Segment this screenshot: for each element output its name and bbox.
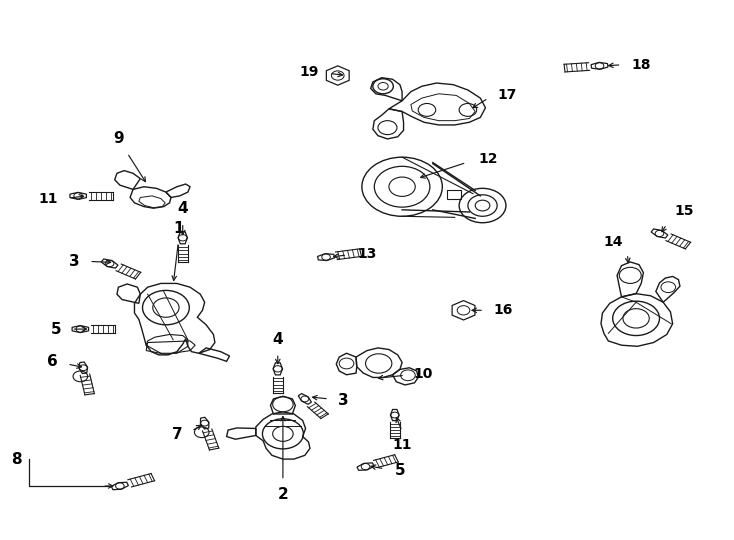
Text: 2: 2 — [277, 487, 288, 502]
Text: 3: 3 — [338, 393, 349, 408]
Text: 18: 18 — [632, 58, 651, 72]
Text: 5: 5 — [395, 463, 405, 478]
Text: 3: 3 — [69, 254, 79, 269]
Text: 14: 14 — [603, 234, 623, 248]
Text: 7: 7 — [172, 428, 183, 442]
Text: 10: 10 — [414, 367, 433, 381]
Text: 4: 4 — [272, 332, 283, 347]
Text: 13: 13 — [357, 247, 377, 261]
Text: 19: 19 — [299, 65, 319, 79]
Text: 4: 4 — [178, 201, 188, 217]
Text: 11: 11 — [393, 437, 412, 451]
Text: 8: 8 — [11, 451, 22, 467]
Text: 11: 11 — [39, 192, 59, 206]
Text: 16: 16 — [493, 303, 513, 318]
Text: 9: 9 — [113, 131, 124, 146]
Text: 12: 12 — [478, 152, 498, 166]
Text: 17: 17 — [497, 88, 517, 102]
Text: 6: 6 — [47, 354, 58, 369]
Text: 15: 15 — [674, 205, 694, 218]
Text: 5: 5 — [51, 322, 62, 336]
Text: 1: 1 — [173, 221, 184, 236]
